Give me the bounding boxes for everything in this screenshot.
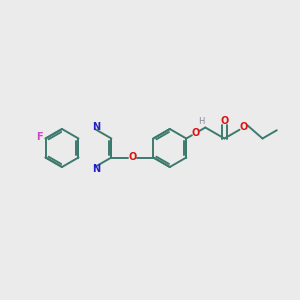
Text: O: O (239, 122, 247, 133)
Text: N: N (92, 164, 100, 175)
Text: O: O (128, 152, 136, 163)
Text: H: H (198, 117, 205, 126)
Text: F: F (36, 133, 43, 142)
Text: N: N (92, 122, 100, 131)
Text: O: O (192, 128, 200, 138)
Text: O: O (220, 116, 229, 126)
